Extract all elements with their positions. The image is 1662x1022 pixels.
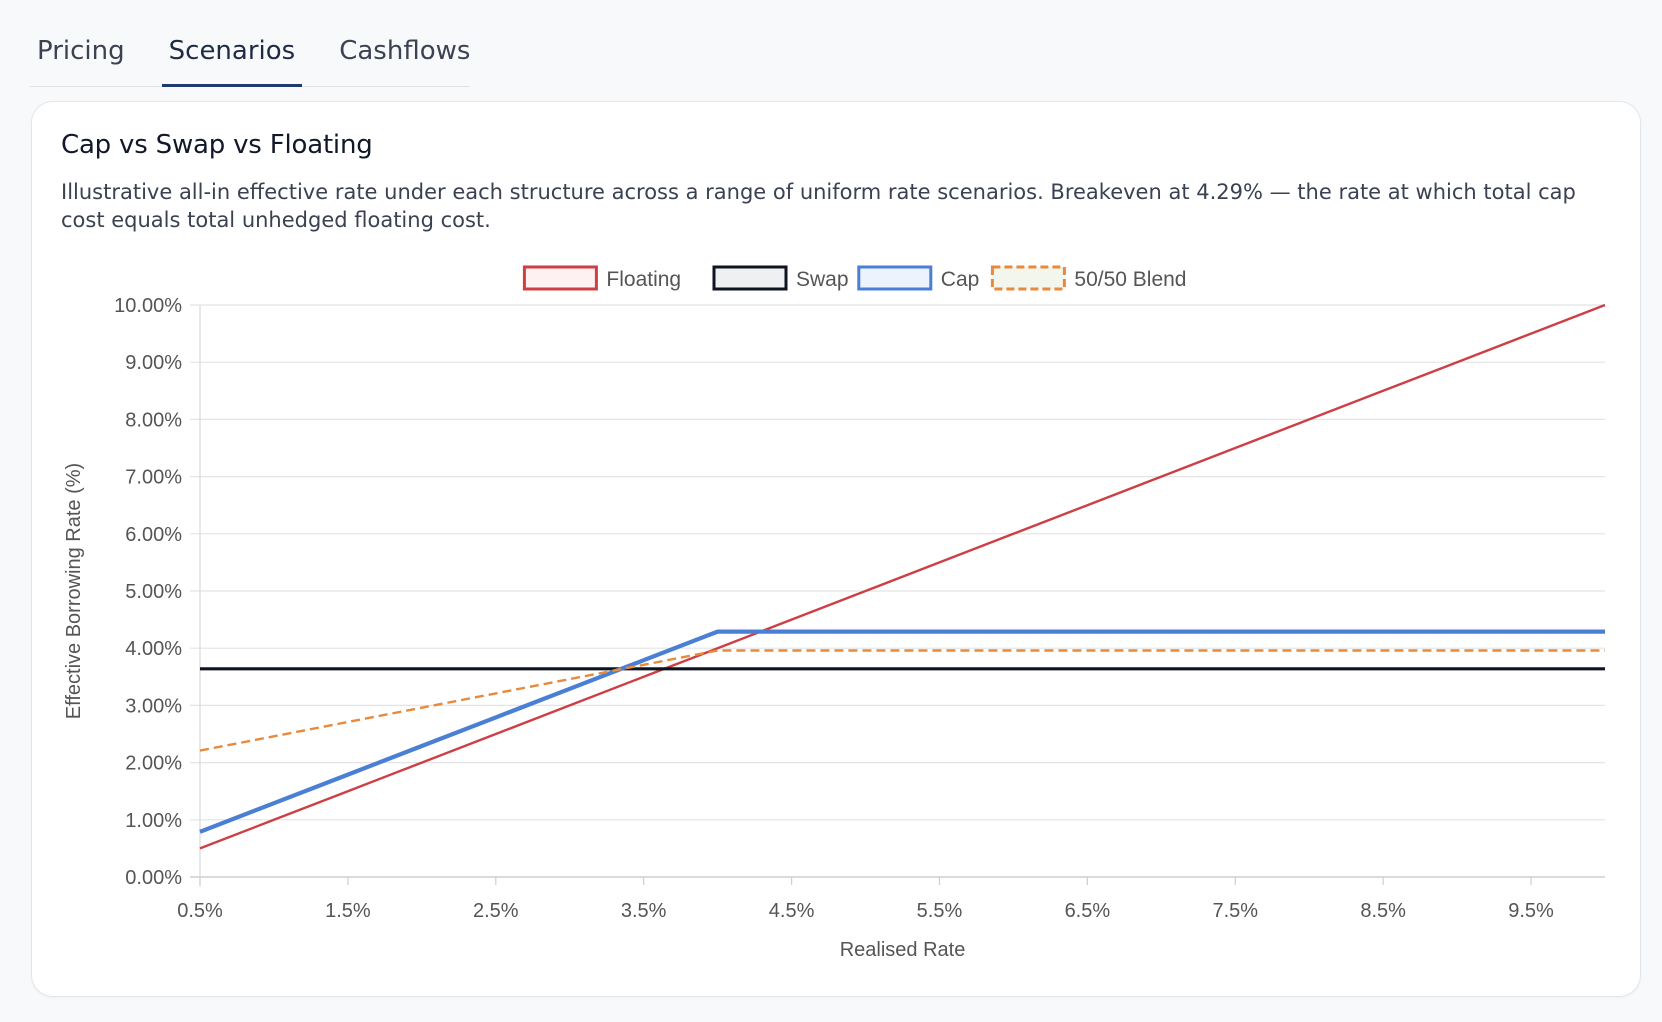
- y-tick-label: 4.00%: [125, 638, 182, 660]
- legend-swatch-50-50-blend: [990, 265, 1066, 291]
- series-line-cap: [199, 629, 1605, 834]
- chart-card-title: Cap vs Swap vs Floating: [61, 130, 373, 160]
- legend-swatch-floating: [522, 265, 598, 291]
- y-tick-label: 6.00%: [125, 524, 182, 546]
- x-axis-title: Realised Rate: [840, 939, 966, 961]
- x-tick-label: 9.5%: [1508, 900, 1554, 922]
- y-tick-label: 10.00%: [114, 295, 182, 317]
- scenario-chart-card: Cap vs Swap vs Floating Illustrative all…: [31, 101, 1641, 997]
- x-tick-label: 1.5%: [325, 900, 371, 922]
- x-tick-label: 7.5%: [1212, 900, 1258, 922]
- series-line-50-50-blend: [199, 649, 1605, 752]
- y-axis-title: Effective Borrowing Rate (%): [63, 463, 85, 719]
- chart-card-description: Illustrative all-in effective rate under…: [61, 180, 1576, 232]
- x-tick-label: 8.5%: [1360, 900, 1406, 922]
- x-tick-label: 4.5%: [769, 900, 815, 922]
- tab-pricing[interactable]: Pricing: [37, 36, 125, 66]
- y-tick-label: 9.00%: [125, 352, 182, 374]
- legend-label-floating: Floating: [606, 268, 681, 291]
- y-tick-label: 3.00%: [125, 695, 182, 717]
- tab-cashflows[interactable]: Cashflows: [339, 36, 471, 66]
- x-tick-label: 0.5%: [177, 900, 223, 922]
- y-tick-label: 8.00%: [125, 409, 182, 431]
- series-line-floating: [199, 303, 1606, 850]
- legend-swatch-swap: [712, 265, 788, 291]
- y-tick-label: 0.00%: [125, 867, 182, 889]
- x-tick-label: 5.5%: [917, 900, 963, 922]
- y-tick-label: 5.00%: [125, 581, 182, 603]
- legend-label-swap: Swap: [796, 268, 849, 291]
- tab-scenarios[interactable]: Scenarios: [161, 36, 303, 87]
- x-tick-label: 3.5%: [621, 900, 667, 922]
- tab-bar: Pricing Scenarios Cashflows: [30, 0, 470, 87]
- y-tick-label: 2.00%: [125, 753, 182, 775]
- y-tick-label: 1.00%: [125, 810, 182, 832]
- legend-swatch-cap: [857, 265, 933, 291]
- legend-label-cap: Cap: [941, 268, 980, 291]
- legend-label-50-50-blend: 50/50 Blend: [1074, 268, 1186, 291]
- x-tick-label: 6.5%: [1065, 900, 1111, 922]
- x-tick-label: 2.5%: [473, 900, 519, 922]
- y-tick-label: 7.00%: [125, 467, 182, 489]
